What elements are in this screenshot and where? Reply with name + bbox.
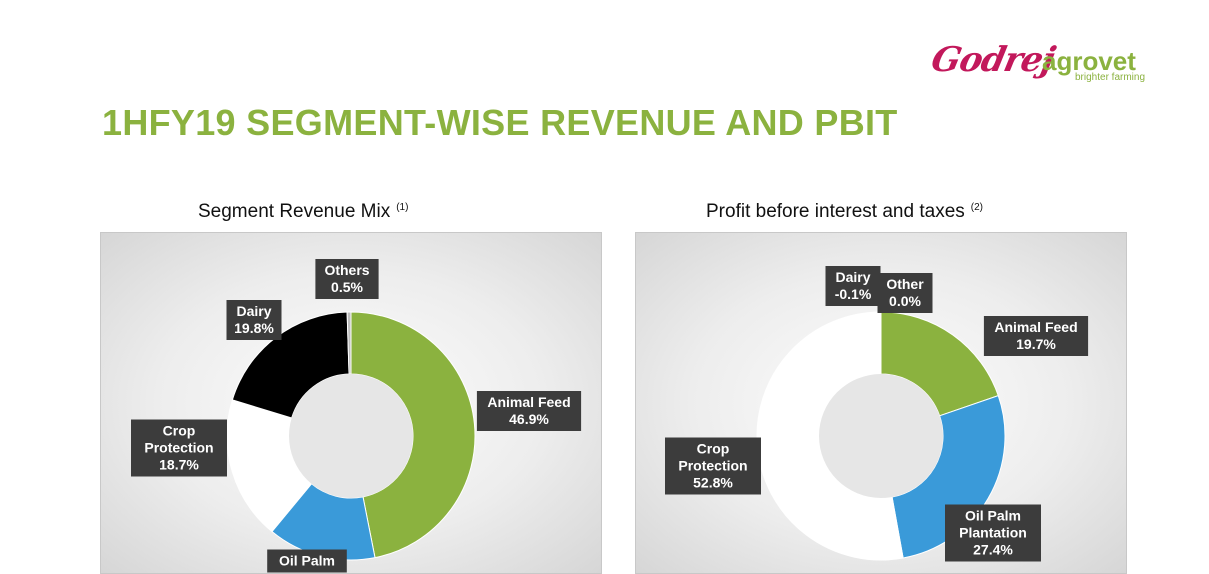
data-label-text: Dairy — [236, 303, 271, 319]
company-logo: Godrej agrovet brighter farming — [928, 38, 1147, 98]
data-label-oil-palm: Oil Palm — [267, 549, 347, 573]
data-label-text: 19.7% — [1016, 336, 1056, 352]
pbit-chart-title-text: Profit before interest and taxes — [706, 201, 965, 222]
revenue-chart-footnote: (1) — [396, 202, 409, 213]
data-label-text: 46.9% — [509, 411, 549, 427]
data-label-text: Animal Feed — [994, 319, 1077, 335]
data-label-text: Other — [886, 276, 924, 292]
revenue-chart-title-text: Segment Revenue Mix — [198, 201, 391, 222]
data-label-text: -0.1% — [835, 286, 872, 302]
data-label-text: Protection — [144, 440, 213, 456]
page-title: 1HFY19 SEGMENT-WISE REVENUE AND PBIT — [102, 102, 898, 143]
data-label-text: 0.5% — [331, 279, 363, 295]
data-label-text: 0.0% — [889, 293, 921, 309]
data-label-text: Protection — [678, 458, 747, 474]
revenue-chart-title: Segment Revenue Mix (1) — [198, 201, 408, 223]
data-label-text: Crop — [697, 441, 730, 457]
pbit-chart-footnote: (2) — [970, 202, 983, 213]
data-label-text: 27.4% — [973, 542, 1013, 558]
logo-name-text: agrovet — [1042, 46, 1136, 76]
revenue-mix-chart: Animal Feed 46.9% Oil Palm Crop Protection 18… — [100, 232, 602, 574]
donut-hole — [289, 374, 413, 498]
data-label-text: Others — [324, 262, 369, 278]
pbit-chart-title: Profit before interest and taxes (2) — [706, 201, 983, 223]
data-label-text: Crop — [163, 423, 196, 439]
data-label-text: 19.8% — [234, 320, 274, 336]
data-label-text: Oil Palm — [965, 508, 1021, 524]
data-label-text: 52.8% — [693, 475, 733, 491]
logo-brand-text: Godrej — [927, 40, 1058, 80]
logo-tagline: brighter farming — [1075, 72, 1146, 83]
data-label-text: 18.7% — [159, 457, 199, 473]
data-label-text: Plantation — [959, 525, 1027, 541]
data-label-text: Animal Feed — [487, 394, 570, 410]
data-label-dairy: Dairy-0.1% — [825, 266, 881, 306]
pbit-chart: Animal Feed 19.7% Oil Palm Plantation 27.4% C… — [635, 232, 1127, 574]
data-label-text: Dairy — [835, 269, 870, 285]
donut-hole — [819, 374, 943, 498]
